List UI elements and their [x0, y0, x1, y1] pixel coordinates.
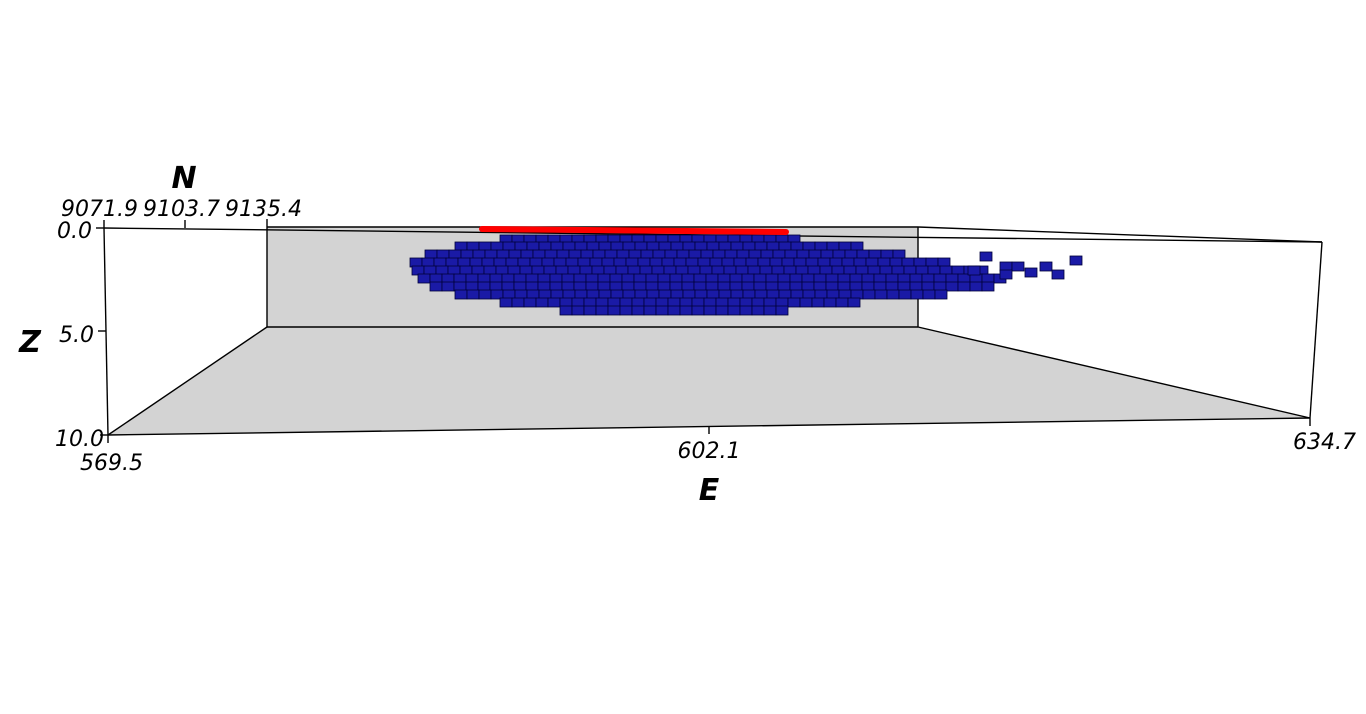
voxel-block — [572, 306, 584, 315]
voxel-block — [548, 298, 560, 307]
voxel-block — [524, 298, 536, 307]
voxel-block — [1070, 256, 1082, 265]
voxel-block — [467, 290, 479, 299]
voxel-block — [911, 290, 923, 299]
voxel-block — [692, 306, 704, 315]
box-floor — [108, 327, 1310, 435]
voxel-block — [704, 306, 716, 315]
voxel-block — [752, 306, 764, 315]
voxel-block — [875, 290, 887, 299]
voxel-block — [644, 306, 656, 315]
voxel-block — [1025, 268, 1037, 277]
voxel-block — [716, 306, 728, 315]
voxel-block — [632, 306, 644, 315]
voxel-block — [560, 306, 572, 315]
voxel-block — [512, 298, 524, 307]
n-tick-label: 9135.4 — [225, 197, 302, 222]
voxel-block — [728, 306, 740, 315]
n-tick-label: 9103.7 — [143, 197, 220, 222]
voxel-block — [668, 306, 680, 315]
voxel-block — [970, 282, 982, 291]
z-axis-title: Z — [18, 325, 42, 360]
voxel-block — [418, 274, 430, 283]
voxel-block — [863, 290, 875, 299]
voxel-block — [479, 290, 491, 299]
voxel-block — [1000, 270, 1012, 279]
e-axis-title: E — [699, 473, 720, 508]
voxel-block — [958, 282, 970, 291]
voxel-block — [430, 282, 442, 291]
z-tick-label: 10.0 — [55, 427, 104, 452]
voxel-block — [968, 266, 980, 275]
voxel-block — [536, 298, 548, 307]
n-axis-title: N — [171, 161, 196, 196]
voxel-block — [812, 298, 824, 307]
voxel-block — [656, 306, 668, 315]
voxel-block — [1012, 262, 1024, 271]
voxel-block — [1052, 270, 1064, 279]
e-tick-label: 602.1 — [678, 439, 741, 464]
voxel-block — [596, 306, 608, 315]
voxel-block — [740, 306, 752, 315]
z-tick-label: 5.0 — [59, 323, 94, 348]
e-tick-label: 634.7 — [1293, 430, 1356, 455]
voxel-block — [788, 298, 800, 307]
voxel-block — [935, 290, 947, 299]
voxel-block — [608, 306, 620, 315]
e-tick-label: 569.5 — [80, 451, 143, 476]
voxel-block — [899, 290, 911, 299]
voxel-block — [836, 298, 848, 307]
voxel-block — [982, 282, 994, 291]
voxel-block — [848, 298, 860, 307]
voxel-block — [800, 298, 812, 307]
voxel-block — [1040, 262, 1052, 271]
voxel-block — [824, 298, 836, 307]
voxel-block — [680, 306, 692, 315]
voxel-block — [776, 306, 788, 315]
z-tick-label: 0.0 — [57, 219, 92, 244]
voxel-body[interactable] — [410, 235, 1082, 315]
voxel-block — [584, 306, 596, 315]
voxel-block — [442, 282, 454, 291]
voxel-block — [455, 290, 467, 299]
voxel-block — [620, 306, 632, 315]
voxel-block — [946, 282, 958, 291]
voxel-block — [887, 290, 899, 299]
voxel-block — [500, 298, 512, 307]
voxel-block — [923, 290, 935, 299]
voxel-block — [764, 306, 776, 315]
voxel-block — [980, 252, 992, 261]
surface-trace-line — [482, 229, 786, 232]
